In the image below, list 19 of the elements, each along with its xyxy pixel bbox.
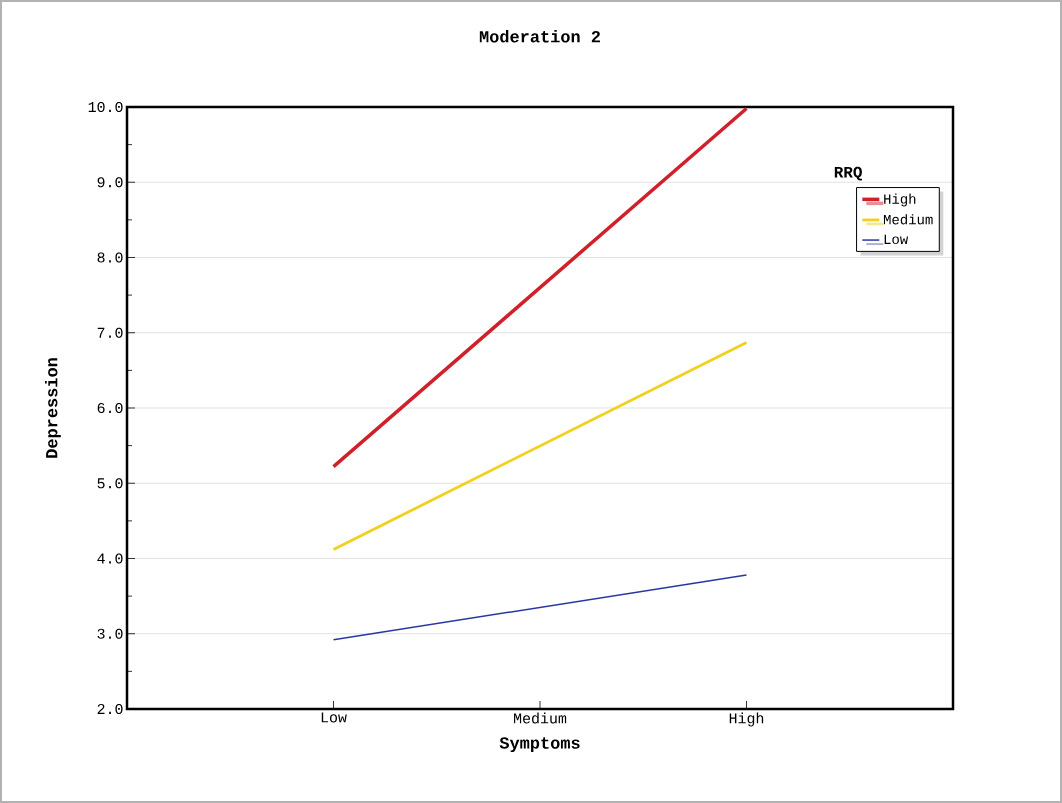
y-tick-label: 4.0 xyxy=(97,553,123,564)
chart-title: Moderation 2 xyxy=(479,30,600,43)
legend-title: RRQ xyxy=(834,166,862,181)
y-axis-title: Depression xyxy=(45,358,61,458)
legend-label: Low xyxy=(884,234,909,245)
y-tick-label: 6.0 xyxy=(97,402,123,414)
y-tick-label: 2.0 xyxy=(97,703,123,715)
legend-label: Medium xyxy=(883,214,933,225)
y-tick-label: 3.0 xyxy=(97,628,123,639)
x-axis-title: Symptoms xyxy=(499,737,580,753)
y-tick-label: 8.0 xyxy=(97,252,123,263)
x-tick-label: High xyxy=(729,712,764,727)
legend-label: High xyxy=(884,193,916,207)
y-tick-label: 9.0 xyxy=(97,177,123,188)
x-tick-label: Medium xyxy=(514,712,567,724)
x-tick-label: Low xyxy=(321,712,347,723)
y-tick-label: 5.0 xyxy=(97,478,123,489)
y-tick-label: 7.0 xyxy=(97,327,123,338)
y-tick-label: 10.0 xyxy=(88,101,123,113)
